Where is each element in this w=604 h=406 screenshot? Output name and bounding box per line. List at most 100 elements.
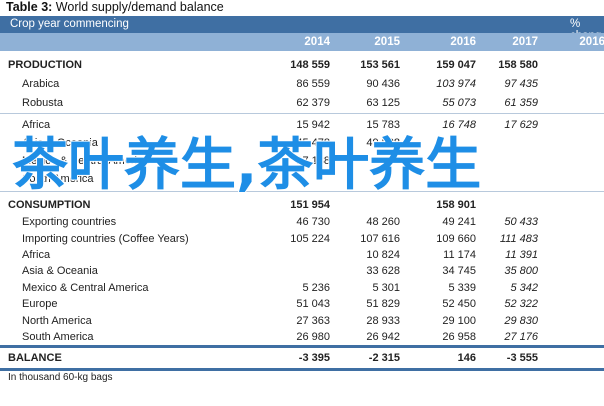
cell: -3 555 <box>506 352 538 364</box>
row-label: Mexico & Central America <box>22 155 149 167</box>
cell: 5 301 <box>372 282 400 294</box>
cell: 28 933 <box>366 315 400 327</box>
row-label: South America <box>22 331 94 343</box>
cell: -2 315 <box>368 352 400 364</box>
table-row: South America 26 980 26 942 26 958 27 17… <box>0 329 604 346</box>
cell: 146 <box>457 352 476 364</box>
row-label: Asia & Oceania <box>22 137 98 149</box>
cell: 103 974 <box>436 78 476 90</box>
cell: 29 830 <box>504 315 538 327</box>
table-row: North America 27 363 28 933 29 100 29 83… <box>0 313 604 330</box>
cell: 50 433 <box>504 216 538 228</box>
cell: 27 363 <box>296 315 330 327</box>
cell: 26 942 <box>366 331 400 343</box>
row-label: Exporting countries <box>22 216 117 228</box>
cell: 11 174 <box>443 249 476 261</box>
table-row: Robusta 62 379 63 125 55 073 61 359 <box>0 95 604 112</box>
cell: 97 435 <box>504 78 538 90</box>
row-label: Europe <box>22 298 58 310</box>
row-label: Importing countries (Coffee Years) <box>22 233 189 245</box>
row-divider <box>0 191 604 192</box>
cell: 151 954 <box>290 199 330 211</box>
production-label: PRODUCTION <box>8 59 82 71</box>
header-row-label: Crop year commencing % chang <box>0 16 604 42</box>
table-title: Table 3: World supply/demand balance <box>6 0 224 16</box>
cell: 62 379 <box>296 97 330 109</box>
year-2014: 2014 <box>304 36 330 48</box>
cell: 158 901 <box>436 199 476 211</box>
cell: 105 224 <box>290 233 330 245</box>
cell: 34 745 <box>442 265 476 277</box>
cell: 35 800 <box>504 265 538 277</box>
cell: 27 176 <box>504 331 538 343</box>
table-row: Importing countries (Coffee Years) 105 2… <box>0 231 604 248</box>
cell: 86 559 <box>296 78 330 90</box>
cell: 63 125 <box>366 97 400 109</box>
cell: 148 559 <box>290 59 330 71</box>
table-row: Arabica 86 559 90 436 103 974 97 435 <box>0 76 604 93</box>
cell: 29 100 <box>442 315 476 327</box>
cell: 107 616 <box>360 233 400 245</box>
cell: 16 748 <box>442 119 476 131</box>
year-2016: 2016 <box>450 36 476 48</box>
balance-row: BALANCE -3 395 -2 315 146 -3 555 <box>0 350 604 367</box>
consumption-label: CONSUMPTION <box>8 199 91 211</box>
cell: 158 580 <box>498 59 538 71</box>
section-separator <box>0 368 604 371</box>
cell: 33 628 <box>366 265 400 277</box>
row-label: Africa <box>22 249 51 261</box>
cell: 5 236 <box>302 282 330 294</box>
cell: 5 342 <box>510 282 538 294</box>
row-label: North America <box>22 315 92 327</box>
footnote: In thousand 60-kg bags <box>8 372 113 383</box>
cell: 52 450 <box>442 298 476 310</box>
row-label: Arabica <box>22 78 60 90</box>
row-label: Mexico & Central America <box>22 282 149 294</box>
row-divider <box>0 113 604 114</box>
row-label: Robusta <box>22 97 63 109</box>
cell: 109 660 <box>436 233 476 245</box>
table-row: Africa 10 824 11 174 11 391 <box>0 247 604 264</box>
cell: 48 260 <box>366 216 400 228</box>
cell: 51 829 <box>366 298 400 310</box>
cell: 90 436 <box>366 78 400 90</box>
cell: 159 047 <box>436 59 476 71</box>
table-row: Exporting countries 46 730 48 260 49 241… <box>0 214 604 231</box>
crop-year-label: Crop year commencing <box>10 18 129 30</box>
cell: 15 783 <box>366 119 400 131</box>
cell: -3 395 <box>298 352 330 364</box>
year-2015: 2015 <box>374 36 400 48</box>
table-row: South America <box>0 171 604 188</box>
table-row: Mexico & Central America 5 236 5 301 5 3… <box>0 280 604 297</box>
cell: 153 561 <box>360 59 400 71</box>
consumption-total-row: CONSUMPTION 151 954 158 901 <box>0 197 604 214</box>
cell: 46 730 <box>296 216 330 228</box>
table-row: Africa 15 942 15 783 16 748 17 629 <box>0 117 604 134</box>
cell: 51 043 <box>296 298 330 310</box>
header-row-years: 2014 2015 2016 2017 2016 <box>0 33 604 51</box>
table-row: Europe 51 043 51 829 52 450 52 322 <box>0 296 604 313</box>
cell: 11 391 <box>505 249 538 261</box>
table-row: Asia & Oceania 45 478 49 538 <box>0 135 604 152</box>
row-label: Africa <box>22 119 51 131</box>
row-label: Asia & Oceania <box>22 265 98 277</box>
cell: 55 073 <box>442 97 476 109</box>
cell: 111 483 <box>499 233 538 245</box>
production-total-row: PRODUCTION 148 559 153 561 159 047 158 5… <box>0 57 604 74</box>
cell: 52 322 <box>504 298 538 310</box>
table-row: Asia & Oceania 33 628 34 745 35 800 <box>0 263 604 280</box>
section-separator <box>0 345 604 348</box>
pct-year: 2016 <box>579 36 604 48</box>
row-label: South America <box>22 173 94 185</box>
cell: 61 359 <box>504 97 538 109</box>
cell: 49 241 <box>442 216 476 228</box>
cell: 5 339 <box>448 282 476 294</box>
cell: 17 188 <box>296 155 330 167</box>
year-2017: 2017 <box>512 36 538 48</box>
table-number: Table 3: <box>6 0 53 14</box>
balance-label: BALANCE <box>8 352 62 364</box>
cell: 26 980 <box>296 331 330 343</box>
cell: 10 824 <box>366 249 400 261</box>
cell: 15 942 <box>296 119 330 131</box>
cell: 45 478 <box>296 137 330 149</box>
